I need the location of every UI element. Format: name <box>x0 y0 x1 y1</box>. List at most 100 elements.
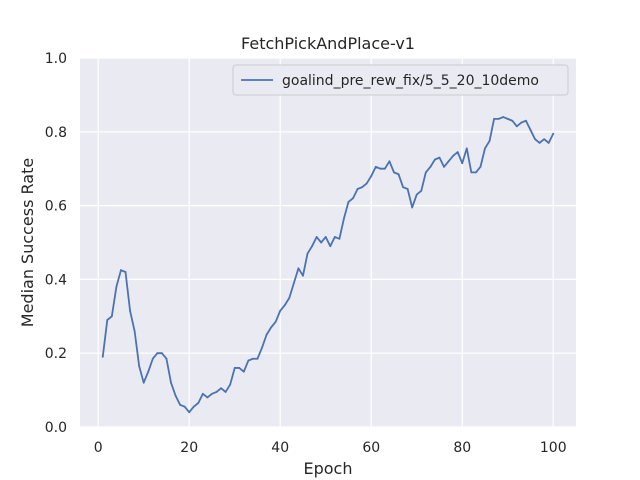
data-point <box>238 367 241 369</box>
data-point <box>434 158 436 161</box>
data-point <box>120 269 122 272</box>
x-tick-label: 100 <box>540 440 567 456</box>
data-point <box>347 201 350 203</box>
data-point <box>520 121 523 124</box>
data-point <box>151 357 154 360</box>
data-point <box>397 173 400 176</box>
data-point <box>506 117 509 120</box>
y-tick-label: 0.6 <box>45 199 67 215</box>
data-point <box>511 119 514 122</box>
data-point <box>110 315 113 318</box>
data-point <box>479 165 482 168</box>
data-point <box>306 252 309 255</box>
data-point <box>192 405 195 408</box>
data-point <box>115 285 118 288</box>
y-tick-label: 0.4 <box>45 272 67 288</box>
data-point <box>515 125 518 128</box>
data-point <box>138 365 141 368</box>
data-point <box>242 370 245 373</box>
data-point <box>438 156 441 159</box>
data-point <box>525 119 527 122</box>
data-point <box>165 357 168 360</box>
data-point <box>393 171 395 174</box>
data-point <box>206 396 209 399</box>
data-point <box>174 394 177 397</box>
data-point <box>547 141 550 144</box>
data-point <box>424 171 427 174</box>
data-point <box>429 165 432 168</box>
data-point <box>552 132 555 135</box>
legend: goalind_pre_rew_fix/5_5_20_10demo <box>232 64 569 96</box>
data-point <box>256 357 259 360</box>
legend-box <box>232 64 569 96</box>
data-point <box>388 160 391 163</box>
data-point <box>538 141 541 144</box>
data-point <box>279 309 282 312</box>
data-point <box>329 245 332 248</box>
x-tick-label: 20 <box>180 440 198 456</box>
data-point <box>488 140 491 142</box>
legend-entry-label: goalind_pre_rew_fix/5_5_20_10demo <box>282 73 539 89</box>
data-point <box>474 171 477 174</box>
data-point <box>302 274 304 277</box>
data-point <box>265 333 268 336</box>
data-point <box>411 206 414 209</box>
x-tick-label: 80 <box>453 440 471 456</box>
data-point <box>456 151 459 154</box>
data-point <box>361 186 364 189</box>
data-point <box>534 138 536 141</box>
data-point <box>261 346 263 349</box>
data-point <box>283 304 286 307</box>
data-point <box>215 391 218 393</box>
data-point <box>497 117 500 120</box>
data-point <box>383 167 386 170</box>
data-point <box>224 391 227 393</box>
data-point <box>229 383 232 386</box>
data-point <box>379 167 382 170</box>
data-point <box>201 392 204 395</box>
data-point <box>320 241 323 244</box>
x-tick-label: 0 <box>94 440 103 456</box>
data-point <box>420 189 423 192</box>
data-point <box>156 352 159 355</box>
data-point <box>129 309 131 312</box>
data-point <box>365 182 368 185</box>
data-point <box>443 165 445 168</box>
data-point <box>183 405 186 408</box>
data-point <box>402 186 404 189</box>
data-point <box>484 147 486 150</box>
data-point <box>470 171 473 174</box>
data-point <box>288 296 291 299</box>
data-point <box>188 411 191 414</box>
data-point <box>297 267 300 270</box>
data-point <box>101 355 104 358</box>
data-point <box>197 402 200 404</box>
data-point <box>333 236 336 238</box>
data-point <box>406 188 409 190</box>
y-tick-label: 0.8 <box>45 125 67 141</box>
data-point <box>247 359 250 362</box>
data-point <box>170 381 172 384</box>
data-point <box>452 154 455 157</box>
x-tick-label: 40 <box>271 440 289 456</box>
data-point <box>543 138 546 141</box>
y-tick-label: 0.2 <box>45 346 67 362</box>
data-point <box>529 129 532 131</box>
data-point <box>292 282 295 284</box>
data-point <box>270 326 273 329</box>
data-point <box>220 387 222 390</box>
data-point <box>374 165 377 168</box>
data-point <box>274 320 277 323</box>
y-tick-label: 0.0 <box>45 420 67 436</box>
data-point <box>493 117 495 120</box>
x-tick-label: 60 <box>362 440 380 456</box>
data-point <box>502 116 505 118</box>
data-point <box>370 175 373 177</box>
data-point <box>315 236 318 238</box>
data-point <box>179 403 182 406</box>
data-point <box>161 352 163 355</box>
data-point <box>124 271 127 273</box>
ticks: 0 20 40 60 80 100 0.0 0.2 0.4 0.6 0.8 1.0 <box>45 51 567 456</box>
data-point <box>415 193 418 196</box>
